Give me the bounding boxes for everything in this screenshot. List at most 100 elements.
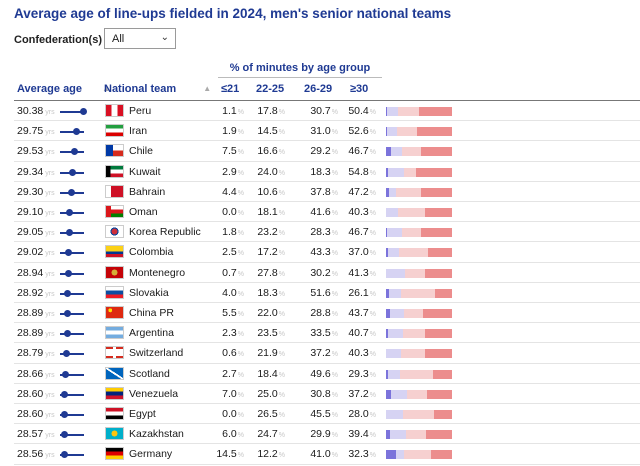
age-slider-dot	[64, 330, 71, 337]
team-name: Peru	[129, 101, 151, 121]
age-slider-dot	[66, 229, 73, 236]
team-name: Egypt	[129, 404, 156, 424]
pct-over30: 46.7%	[339, 141, 376, 161]
age-distribution-bar	[386, 127, 452, 136]
bar-segment-26-29	[406, 430, 426, 439]
age-slider-dot	[64, 310, 71, 317]
chile-flag-icon	[105, 144, 124, 157]
col-header-under21[interactable]: ≤21	[221, 83, 239, 95]
col-header-over30[interactable]: ≥30	[350, 83, 368, 95]
bar-segment-26-29	[404, 309, 423, 318]
avg-age-column-header[interactable]: Average age ▲	[17, 83, 110, 95]
bar-segment-26-29	[397, 127, 417, 136]
pct-22-25: 24.0%	[247, 162, 285, 182]
bar-segment-26-29	[403, 410, 433, 419]
bar-segment-26-29	[404, 168, 416, 177]
pct-under21: 5.5%	[210, 303, 244, 323]
sort-icon[interactable]: ▲	[203, 84, 211, 93]
bar-segment-22-25	[386, 269, 404, 278]
bar-segment-22-25	[389, 188, 396, 197]
bar-segment-22-25	[391, 390, 408, 399]
age-slider-dot	[63, 350, 70, 357]
pct-26-29: 30.2%	[303, 263, 338, 283]
pct-under21: 1.9%	[210, 121, 244, 141]
bar-segment-over30	[421, 228, 452, 237]
team-name: Venezuela	[129, 384, 178, 404]
pct-22-25: 10.6%	[247, 182, 285, 202]
team-name: Kazakhstan	[129, 424, 184, 444]
pct-under21: 0.0%	[210, 202, 244, 222]
bar-segment-over30	[431, 450, 452, 459]
team-name: Switzerland	[129, 343, 183, 363]
pct-over30: 41.3%	[339, 263, 376, 283]
team-column-header[interactable]: National team ▲	[104, 83, 211, 95]
team-name: Korea Republic	[129, 222, 201, 242]
pct-under21: 4.4%	[210, 182, 244, 202]
col-header-22-25[interactable]: 22-25	[256, 83, 284, 95]
pct-26-29: 41.0%	[303, 444, 338, 464]
pct-over30: 50.4%	[339, 101, 376, 121]
pct-22-25: 14.5%	[247, 121, 285, 141]
age-distribution-bar	[386, 329, 452, 338]
bar-segment-26-29	[407, 390, 427, 399]
pct-22-25: 26.5%	[247, 404, 285, 424]
age-slider-track	[60, 273, 84, 275]
germany-flag-icon	[105, 447, 124, 460]
bar-segment-over30	[433, 370, 452, 379]
bar-segment-26-29	[398, 107, 418, 116]
age-distribution-bar	[386, 430, 452, 439]
bar-segment-over30	[417, 127, 452, 136]
pct-over30: 46.7%	[339, 222, 376, 242]
page-title: Average age of line-ups fielded in 2024,…	[14, 6, 451, 21]
pct-26-29: 33.5%	[303, 323, 338, 343]
pct-26-29: 43.3%	[303, 242, 338, 262]
bar-segment-22-25	[387, 127, 397, 136]
team-name: Iran	[129, 121, 147, 141]
bar-segment-22-25	[387, 228, 402, 237]
pct-over30: 43.7%	[339, 303, 376, 323]
confederation-label: Confederation(s) ->	[14, 34, 115, 46]
bahrain-flag-icon	[105, 185, 124, 198]
montenegro-flag-icon	[105, 266, 124, 279]
team-name: Chile	[129, 141, 153, 161]
age-slider-dot	[69, 169, 76, 176]
bar-segment-over30	[426, 430, 452, 439]
pct-over30: 32.3%	[339, 444, 376, 464]
bar-segment-22-25	[386, 349, 400, 358]
pct-26-29: 30.8%	[303, 384, 338, 404]
confederation-select[interactable]: All ⌄	[104, 28, 176, 49]
pct-over30: 52.6%	[339, 121, 376, 141]
iran-flag-icon	[105, 124, 124, 137]
pct-26-29: 37.8%	[303, 182, 338, 202]
bar-segment-26-29	[402, 228, 421, 237]
age-slider-track	[60, 252, 84, 254]
bar-segment-22-25	[388, 168, 404, 177]
kazakhstan-flag-icon	[105, 427, 124, 440]
pct-over30: 40.3%	[339, 202, 376, 222]
team-name: Argentina	[129, 323, 174, 343]
col-header-26-29[interactable]: 26-29	[304, 83, 332, 95]
